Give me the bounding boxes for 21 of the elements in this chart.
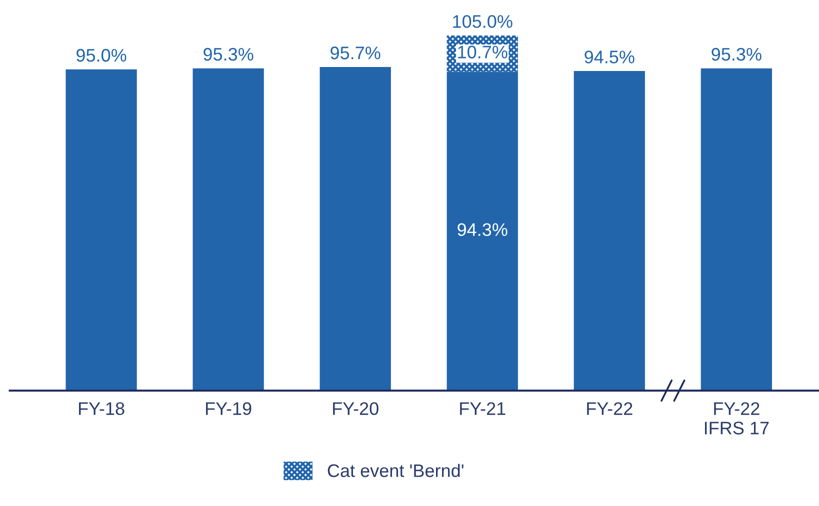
data-label: 95.3%: [204, 48, 254, 61]
x-tick-label: FY-22: [587, 402, 632, 415]
x-tick-label: FY-20: [333, 402, 378, 416]
data-label: 10.7%: [458, 46, 508, 58]
bar: [574, 71, 645, 391]
x-tick-label: FY-19: [206, 402, 252, 416]
data-label: 95.3%: [712, 48, 762, 61]
bar: [320, 66, 391, 391]
data-label: 94.3%: [458, 223, 508, 236]
total-label: 105.0%: [453, 15, 512, 28]
bar: [192, 68, 264, 391]
bar: [446, 72, 518, 391]
x-tick-label: FY-22 IFRS 17: [704, 402, 769, 434]
x-tick-label: FY-18: [79, 402, 124, 416]
bar: [66, 69, 137, 391]
data-label: 95.7%: [330, 46, 380, 60]
data-label: 95.0%: [76, 48, 126, 62]
bar: [700, 68, 772, 391]
data-label: 94.5%: [584, 50, 634, 64]
x-tick-label: FY-21: [460, 402, 506, 415]
legend-label: Cat event 'Bernd': [328, 464, 464, 478]
